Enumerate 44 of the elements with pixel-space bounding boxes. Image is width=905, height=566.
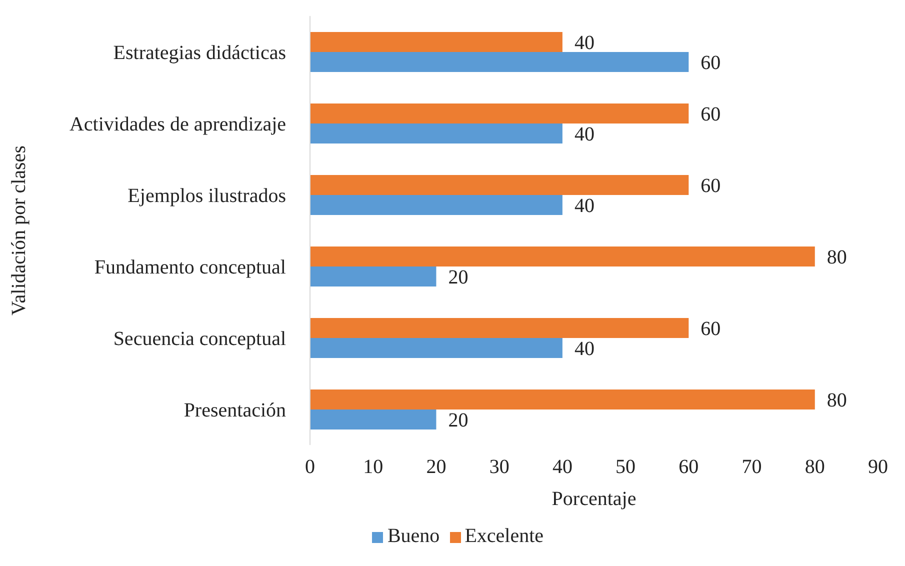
data-label: 80 <box>826 246 847 269</box>
data-label: 40 <box>574 124 594 146</box>
x-tick-label: 70 <box>742 456 762 478</box>
x-tick-label: 60 <box>678 456 699 478</box>
y-tick-label: Secuencia conceptual <box>113 328 286 350</box>
data-label: 60 <box>700 318 721 340</box>
data-label: 40 <box>574 32 594 54</box>
data-label: 60 <box>700 52 721 74</box>
legend-label: Bueno <box>387 525 440 547</box>
bar <box>310 318 689 338</box>
bar <box>310 338 562 358</box>
x-tick-label: 80 <box>804 456 825 478</box>
data-label: 80 <box>826 390 847 412</box>
data-label: 40 <box>574 195 594 218</box>
x-tick-label: 0 <box>305 456 315 478</box>
y-tick-label: Ejemplos ilustrados <box>128 184 286 207</box>
data-label: 20 <box>448 410 468 432</box>
y-tick-label: Estrategias didácticas <box>113 42 286 64</box>
bar <box>310 124 562 144</box>
y-tick-label: Actividades de aprendizaje <box>69 113 286 136</box>
x-tick-label: 50 <box>616 456 636 478</box>
x-tick-label: 10 <box>363 456 384 478</box>
bar <box>310 246 815 266</box>
bar <box>310 390 815 410</box>
x-tick-label: 20 <box>426 456 446 478</box>
y-tick-label: Presentación <box>184 399 286 422</box>
bar <box>310 104 689 124</box>
x-tick-label: 40 <box>552 456 572 478</box>
data-label: 60 <box>700 104 721 126</box>
data-label: 40 <box>574 338 594 360</box>
x-tick-label: 90 <box>868 456 888 478</box>
bar <box>310 410 436 430</box>
legend-label: Excelente <box>464 525 544 547</box>
y-axis-title: Validación por clases <box>8 145 30 316</box>
bar <box>310 195 562 215</box>
bar <box>310 32 562 52</box>
bar <box>310 175 689 195</box>
y-tick-label: Fundamento conceptual <box>94 256 286 278</box>
x-axis-title: Porcentaje <box>552 488 636 510</box>
bar <box>310 266 436 286</box>
bar <box>310 52 689 72</box>
data-label: 60 <box>700 175 721 198</box>
data-label: 20 <box>448 266 468 289</box>
x-tick-label: 30 <box>489 456 510 478</box>
